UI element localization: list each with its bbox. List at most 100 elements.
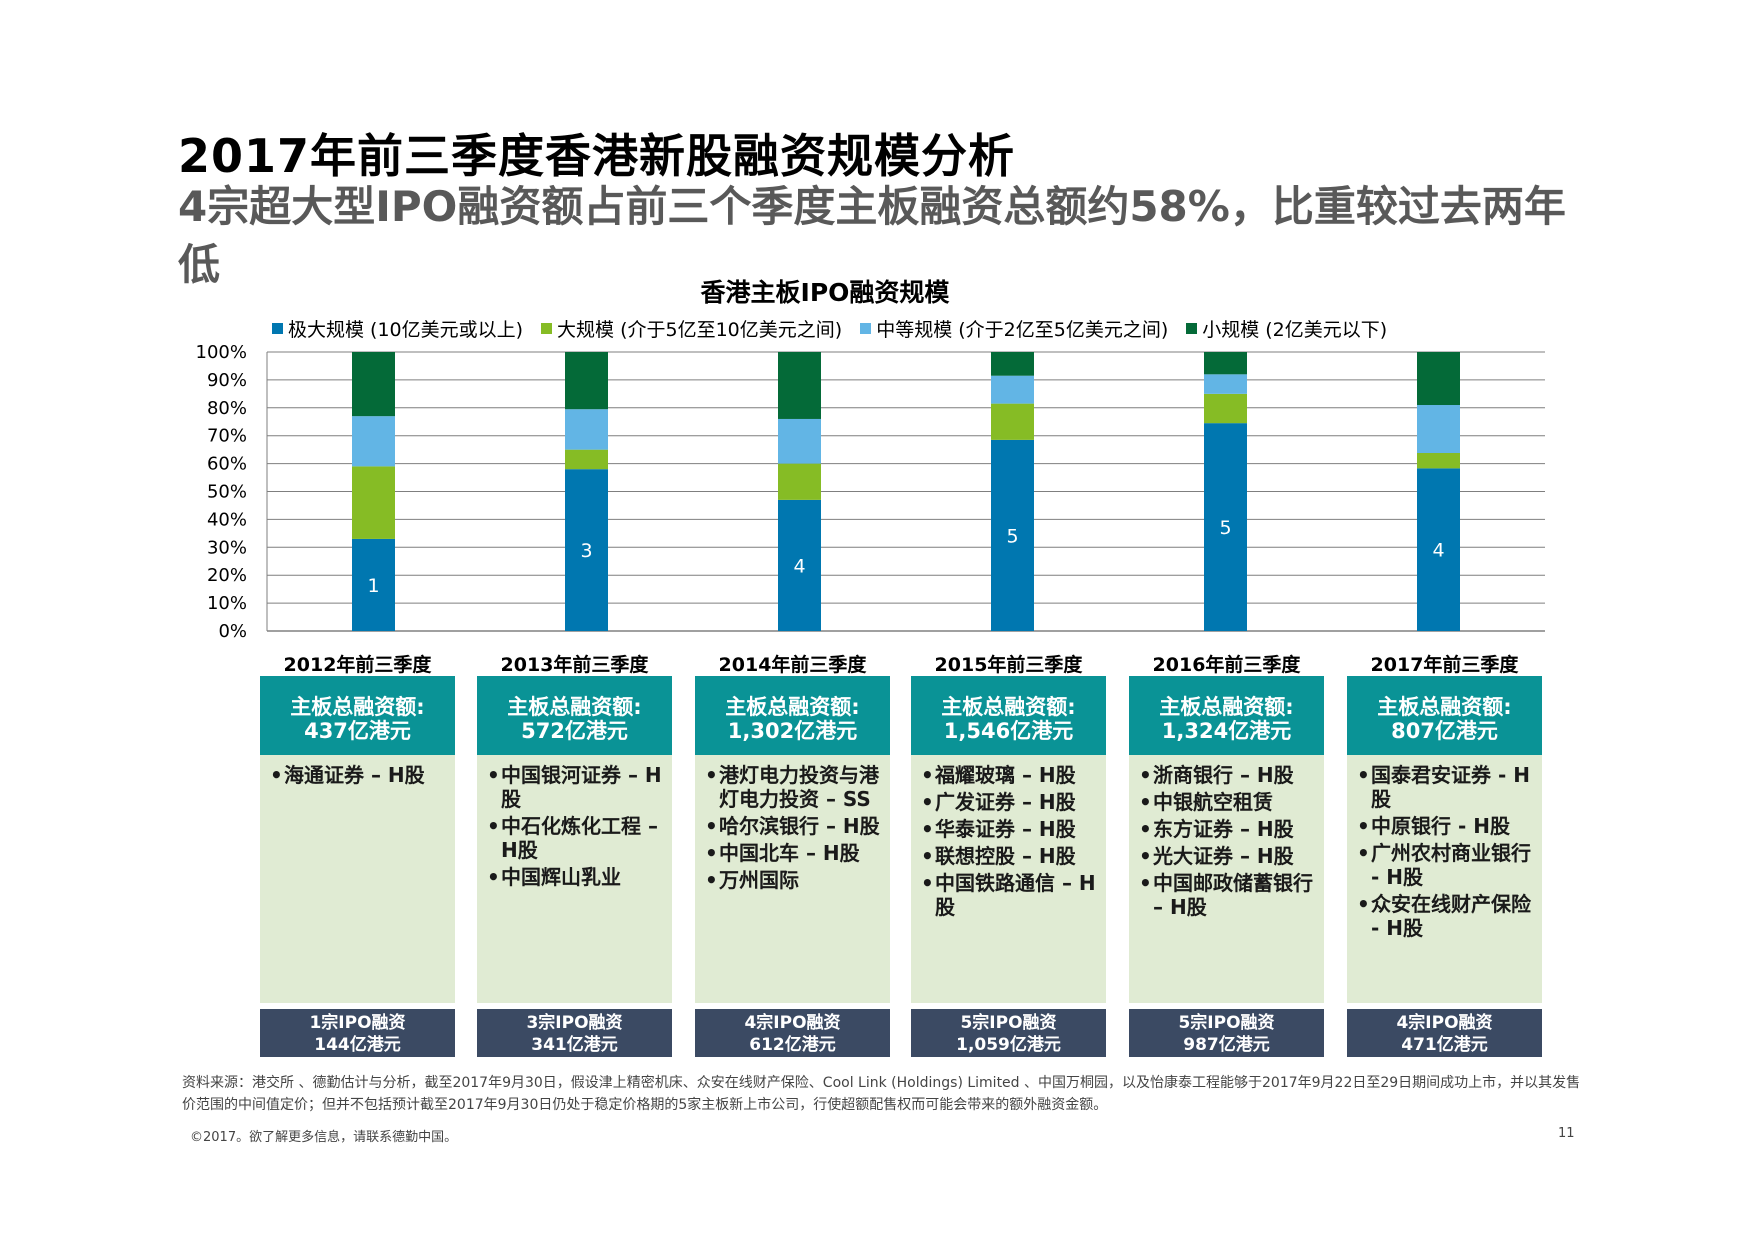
period-panel: 主板总融资额: 1,302亿港元 • 港灯电力投资与港灯电力投资 – SS • 哈尔滨银行…	[695, 676, 890, 1064]
large-ipo-summary: 5宗IPO融资 1,059亿港元	[911, 1009, 1106, 1057]
legend-swatch	[1186, 322, 1198, 334]
period-label: 2015年前三季度	[934, 654, 1083, 676]
bar-segment	[1417, 352, 1460, 406]
bar-segment	[1417, 405, 1460, 453]
bar-segment	[778, 463, 821, 500]
large-ipo-summary: 5宗IPO融资 987亿港元	[1129, 1009, 1324, 1057]
list-item-text: 众安在线财产保险 - H股	[1371, 892, 1531, 940]
bullet-icon: •	[921, 844, 934, 868]
bullet-icon: •	[1357, 841, 1370, 865]
legend-label: 中等规模 (介于2亿至5亿美元之间)	[876, 318, 1169, 341]
bar-segment	[1417, 468, 1460, 631]
bar-segment	[352, 466, 395, 539]
list-item-text: 万州国际	[719, 868, 799, 892]
total-financing-header: 主板总融资额: 1,302亿港元	[695, 676, 890, 755]
large-ipo-amount: 341亿港元	[531, 1035, 618, 1055]
list-item: • 中国辉山乳业	[485, 865, 664, 889]
large-ipo-list: • 福耀玻璃 – H股 • 广发证券 – H股 • 华泰证券 – H股 • 联想控股 – H股…	[911, 755, 1106, 1003]
list-item: • 中国邮政储蓄银行 – H股	[1137, 871, 1316, 919]
list-item: • 光大证券 – H股	[1137, 844, 1316, 868]
list-item-text: 华泰证券 – H股	[935, 817, 1076, 841]
list-item: • 中原银行 - H股	[1355, 814, 1534, 838]
large-ipo-list: • 浙商银行 – H股 • 中银航空租赁 • 东方证券 – H股 • 光大证券 – H股 • 中国…	[1129, 755, 1324, 1003]
list-item: • 东方证券 – H股	[1137, 817, 1316, 841]
total-financing-amount: 807亿港元	[1391, 719, 1498, 743]
page-subtitle: 4宗超大型IPO融资额占前三个季度主板融资总额约58%，比重较过去两年低	[178, 182, 1566, 289]
legend-swatch	[541, 322, 553, 334]
bar-segment	[352, 352, 395, 417]
bullet-icon: •	[1357, 814, 1370, 838]
list-item-text: 广州农村商业银行 - H股	[1371, 841, 1531, 889]
list-item: • 联想控股 – H股	[919, 844, 1098, 868]
total-financing-amount: 572亿港元	[521, 719, 628, 743]
list-item: • 中国北车 – H股	[703, 841, 882, 865]
y-tick-label: 70%	[207, 426, 247, 447]
large-ipo-count: 3宗IPO融资	[526, 1013, 623, 1033]
bar-segment	[1204, 352, 1247, 375]
period-label: 2017年前三季度	[1370, 654, 1519, 676]
list-item-text: 国泰君安证券 - H股	[1371, 763, 1530, 811]
period-panel: 主板总融资额: 807亿港元 • 国泰君安证券 - H股 • 中原银行 - H股 • 广州农村…	[1347, 676, 1542, 1064]
large-ipo-list: • 中国银河证券 – H股 • 中石化炼化工程 – H股 • 中国辉山乳业	[477, 755, 672, 1003]
list-item-text: 福耀玻璃 – H股	[935, 763, 1076, 787]
bar-segment	[565, 409, 608, 450]
list-item-text: 东方证券 – H股	[1153, 817, 1294, 841]
period-label: 2013年前三季度	[500, 654, 649, 676]
total-financing-label: 主板总融资额:	[941, 695, 1076, 719]
list-item: • 福耀玻璃 – H股	[919, 763, 1098, 787]
large-ipo-count: 5宗IPO融资	[960, 1013, 1057, 1033]
legend-label: 极大规模 (10亿美元或以上)	[288, 318, 524, 341]
bullet-icon: •	[487, 814, 500, 838]
total-financing-label: 主板总融资额:	[1159, 695, 1294, 719]
list-item-text: 中国辉山乳业	[501, 865, 621, 889]
page-title: 2017年前三季度香港新股融资规模分析	[178, 129, 1016, 183]
total-financing-header: 主板总融资额: 1,546亿港元	[911, 676, 1106, 755]
bullet-icon: •	[270, 763, 283, 787]
bullet-icon: •	[921, 871, 934, 895]
large-ipo-summary: 4宗IPO融资 471亿港元	[1347, 1009, 1542, 1057]
period-label: 2012年前三季度	[283, 654, 432, 676]
list-item: • 华泰证券 – H股	[919, 817, 1098, 841]
list-item-text: 海通证券 – H股	[284, 763, 425, 787]
bar-segment	[565, 449, 608, 470]
bullet-icon: •	[1139, 790, 1152, 814]
list-item-text: 中银航空租赁	[1153, 790, 1273, 814]
copyright: ©2017。欲了解更多信息，请联系德勤中国。	[190, 1130, 458, 1145]
list-item-text: 光大证券 – H股	[1153, 844, 1294, 868]
total-financing-label: 主板总融资额:	[1377, 695, 1512, 719]
bullet-icon: •	[921, 817, 934, 841]
bullet-icon: •	[1357, 763, 1370, 787]
large-ipo-list: • 港灯电力投资与港灯电力投资 – SS • 哈尔滨银行 – H股 • 中国北车 – H股…	[695, 755, 890, 1003]
period-label: 2014年前三季度	[718, 654, 867, 676]
bar-segment	[778, 499, 821, 631]
large-ipo-summary: 1宗IPO融资 144亿港元	[260, 1009, 455, 1057]
total-financing-amount: 437亿港元	[304, 719, 411, 743]
bullet-icon: •	[705, 841, 718, 865]
bar-data-label: 5	[1219, 517, 1231, 539]
list-item: • 万州国际	[703, 868, 882, 892]
chart-title: 香港主板IPO融资规模	[700, 278, 950, 307]
list-item: • 中石化炼化工程 – H股	[485, 814, 664, 862]
legend-label: 小规模 (2亿美元以下)	[1202, 318, 1388, 341]
bullet-icon: •	[921, 790, 934, 814]
list-item-text: 浙商银行 – H股	[1153, 763, 1294, 787]
ipo-scale-chart: 0% 10% 20% 30% 40% 50% 60% 70% 80% 90% 100% 1 3 4 5 5 4	[196, 342, 1545, 642]
bar-data-label: 4	[793, 555, 805, 577]
bar-segment	[565, 469, 608, 631]
y-tick-label: 20%	[207, 565, 247, 586]
y-tick-label: 80%	[207, 398, 247, 419]
bar-segment	[991, 403, 1034, 440]
list-item-text: 中国邮政储蓄银行 – H股	[1153, 871, 1313, 919]
large-ipo-count: 5宗IPO融资	[1178, 1013, 1275, 1033]
period-panel: 主板总融资额: 437亿港元 • 海通证券 – H股 1宗IPO融资 144亿港元	[260, 676, 455, 1064]
bullet-icon: •	[1357, 892, 1370, 916]
large-ipo-count: 4宗IPO融资	[1396, 1013, 1493, 1033]
period-panel: 主板总融资额: 1,324亿港元 • 浙商银行 – H股 • 中银航空租赁 • 东方证券 – …	[1129, 676, 1324, 1064]
list-item: • 海通证券 – H股	[268, 763, 447, 787]
large-ipo-list: • 海通证券 – H股	[260, 755, 455, 1003]
bullet-icon: •	[487, 865, 500, 889]
list-item: • 广发证券 – H股	[919, 790, 1098, 814]
list-item-text: 广发证券 – H股	[935, 790, 1076, 814]
legend-swatch	[860, 322, 872, 334]
bar-segment	[1204, 374, 1247, 394]
